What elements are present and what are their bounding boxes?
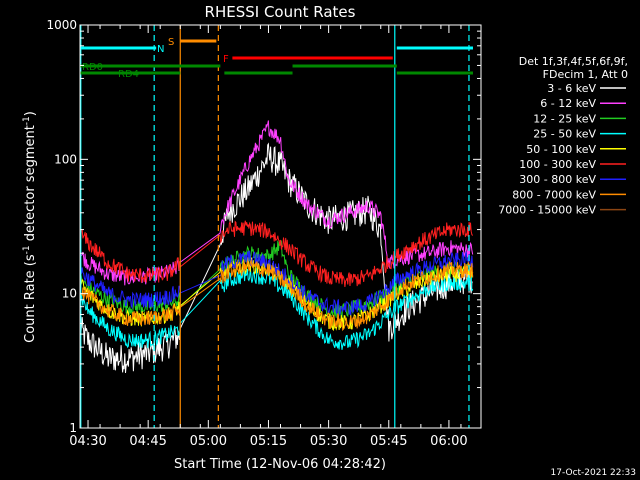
state-label-n: N [157, 44, 164, 55]
legend-header-line: FDecim 1, Att 0 [543, 68, 628, 81]
x-tick-label: 04:45 [129, 434, 166, 449]
y-label-part1: Count Rate (s [23, 254, 38, 343]
y-label-sup1: -1 [22, 245, 32, 254]
plot-frame [79, 24, 482, 429]
x-tick-label: 06:00 [430, 434, 467, 449]
x-tick-label: 05:00 [190, 434, 227, 449]
legend: Det 1f,3f,4f,5f,6f,9f,FDecim 1, Att 03 -… [498, 55, 628, 217]
y-label-part3: ) [23, 111, 38, 116]
legend-entry-label: 12 - 25 keV [533, 112, 596, 125]
state-label-f: F [223, 54, 229, 65]
x-axis-label: Start Time (12-Nov-06 04:28:42) [174, 457, 386, 472]
y-tick-label: 1 [69, 421, 77, 435]
legend-entry-label: 6 - 12 keV [540, 97, 596, 110]
legend-header-line: Det 1f,3f,4f,5f,6f,9f, [519, 55, 628, 68]
legend-entry-label: 800 - 7000 keV [512, 188, 596, 201]
state-label-rd4: RD4 [118, 69, 139, 80]
state-label-s: S [168, 37, 174, 48]
legend-entry-label: 100 - 300 keV [519, 158, 596, 171]
series-line-3 [79, 267, 474, 350]
chart-title: RHESSI Count Rates [205, 3, 356, 21]
y-axis-label: Count Rate (s-1 detector segment-1) [22, 111, 38, 343]
x-tick-label: 05:30 [310, 434, 347, 449]
y-tick-label: 10 [62, 287, 77, 301]
series-line-5 [79, 220, 474, 288]
legend-entry-label: 50 - 100 keV [526, 143, 596, 156]
y-tick-label: 1000 [46, 18, 77, 32]
x-tick-label: 05:45 [370, 434, 407, 449]
series-line-1 [79, 120, 474, 286]
state-label-rd0: RD0 [82, 62, 103, 73]
plot-area: RD0 RD4 NS F 1 10 100 1000 04:30 04:45 05:00 05:15 0… [46, 18, 482, 449]
legend-entry-label: 300 - 800 keV [519, 173, 596, 186]
footer-timestamp: 17-Oct-2021 22:33 [551, 468, 636, 478]
series-line-6 [79, 250, 474, 317]
series-line-7 [79, 258, 474, 332]
x-tick-label: 05:15 [250, 434, 287, 449]
legend-entry-label: 25 - 50 keV [533, 128, 596, 141]
x-tick-label: 04:30 [69, 434, 106, 449]
legend-entry-label: 3 - 6 keV [547, 82, 596, 95]
y-label-sup2: -1 [22, 116, 32, 125]
series-line-0 [79, 142, 473, 374]
y-label-part2: detector segment [23, 125, 38, 245]
legend-entry-label: 7000 - 15000 keV [498, 204, 596, 217]
y-tick-label: 100 [54, 152, 77, 166]
